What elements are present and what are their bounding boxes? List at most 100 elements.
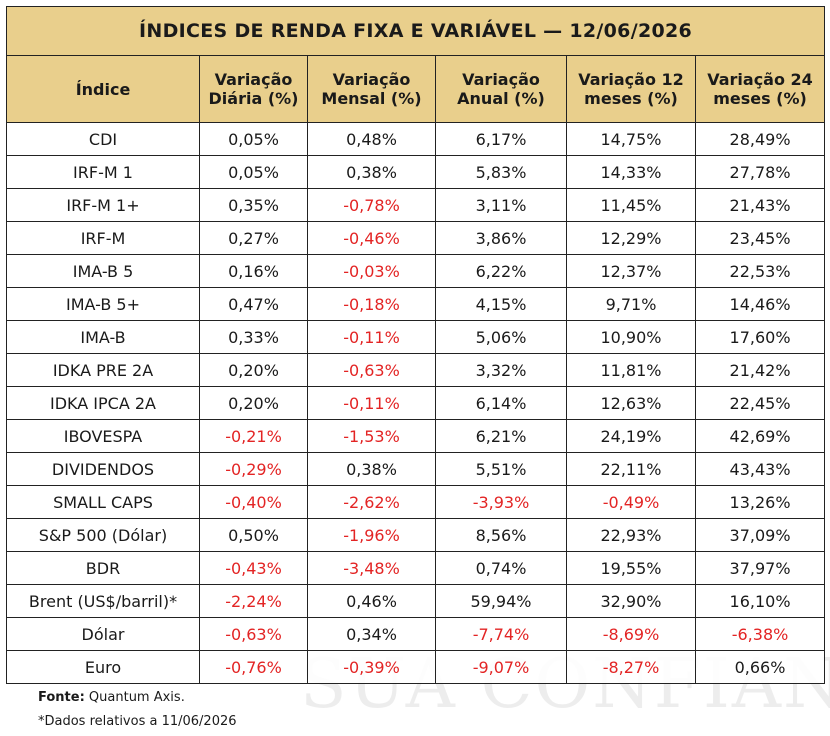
index-name-cell: DIVIDENDOS bbox=[6, 452, 200, 486]
value-cell: 28,49% bbox=[694, 122, 826, 156]
index-name-cell: Brent (US$/barril)* bbox=[6, 584, 200, 618]
column-header: Variação 24 meses (%) bbox=[694, 55, 826, 123]
value-cell: 13,26% bbox=[694, 485, 826, 519]
table-row: IMA-B 5 0,16% -0,03% 6,22% 12,37% 22,53% bbox=[6, 254, 826, 288]
table-row: IRF-M 0,27% -0,46% 3,86% 12,29% 23,45% bbox=[6, 221, 826, 255]
footnote: *Dados relativos a 11/06/2026 bbox=[38, 714, 237, 729]
value-cell: -0,29% bbox=[199, 452, 308, 486]
value-cell: 5,83% bbox=[435, 155, 567, 189]
value-cell: 3,32% bbox=[435, 353, 567, 387]
value-cell: -0,46% bbox=[307, 221, 436, 255]
value-cell: 0,27% bbox=[199, 221, 308, 255]
value-cell: 0,05% bbox=[199, 155, 308, 189]
indices-table: ÍNDICES DE RENDA FIXA E VARIÁVEL — 12/06… bbox=[5, 6, 826, 684]
value-cell: 22,11% bbox=[566, 452, 696, 486]
value-cell: -8,69% bbox=[566, 617, 696, 651]
table-row: IDKA PRE 2A 0,20% -0,63% 3,32% 11,81% 21,42% bbox=[6, 353, 826, 387]
value-cell: 17,60% bbox=[694, 320, 826, 354]
value-cell: 5,51% bbox=[435, 452, 567, 486]
column-header: Índice bbox=[6, 55, 200, 123]
value-cell: 0,20% bbox=[199, 353, 308, 387]
value-cell: 37,09% bbox=[694, 518, 826, 552]
source-value: Quantum Axis. bbox=[84, 690, 185, 705]
value-cell: -2,62% bbox=[307, 485, 436, 519]
value-cell: 3,11% bbox=[435, 188, 567, 222]
table-body: CDI 0,05% 0,48% 6,17% 14,75% 28,49% IRF-M 1 0,0… bbox=[6, 122, 826, 684]
value-cell: 32,90% bbox=[566, 584, 696, 618]
index-name-cell: IDKA IPCA 2A bbox=[6, 386, 200, 420]
value-cell: -0,21% bbox=[199, 419, 308, 453]
value-cell: -1,53% bbox=[307, 419, 436, 453]
value-cell: 6,17% bbox=[435, 122, 567, 156]
value-cell: 6,21% bbox=[435, 419, 567, 453]
table-row: S&P 500 (Dólar) 0,50% -1,96% 8,56% 22,93% 37,… bbox=[6, 518, 826, 552]
value-cell: 37,97% bbox=[694, 551, 826, 585]
value-cell: 21,42% bbox=[694, 353, 826, 387]
value-cell: -0,78% bbox=[307, 188, 436, 222]
value-cell: 0,33% bbox=[199, 320, 308, 354]
value-cell: 14,46% bbox=[694, 287, 826, 321]
value-cell: 0,74% bbox=[435, 551, 567, 585]
table-row: IMA-B 0,33% -0,11% 5,06% 10,90% 17,60% bbox=[6, 320, 826, 354]
index-name-cell: IRF-M 1 bbox=[6, 155, 200, 189]
value-cell: 0,38% bbox=[307, 155, 436, 189]
column-header: Variação Anual (%) bbox=[435, 55, 567, 123]
value-cell: -0,63% bbox=[199, 617, 308, 651]
value-cell: -0,18% bbox=[307, 287, 436, 321]
index-name-cell: IRF-M bbox=[6, 221, 200, 255]
value-cell: -0,39% bbox=[307, 650, 436, 684]
value-cell: 11,81% bbox=[566, 353, 696, 387]
value-cell: -0,76% bbox=[199, 650, 308, 684]
index-name-cell: IBOVESPA bbox=[6, 419, 200, 453]
value-cell: -0,11% bbox=[307, 386, 436, 420]
value-cell: -2,24% bbox=[199, 584, 308, 618]
table-row: Dólar -0,63% 0,34% -7,74% -8,69% -6,38% bbox=[6, 617, 826, 651]
value-cell: 0,50% bbox=[199, 518, 308, 552]
value-cell: 59,94% bbox=[435, 584, 567, 618]
value-cell: 0,38% bbox=[307, 452, 436, 486]
value-cell: 0,34% bbox=[307, 617, 436, 651]
index-name-cell: IMA-B 5+ bbox=[6, 287, 200, 321]
value-cell: 11,45% bbox=[566, 188, 696, 222]
value-cell: 12,37% bbox=[566, 254, 696, 288]
value-cell: 9,71% bbox=[566, 287, 696, 321]
value-cell: 0,16% bbox=[199, 254, 308, 288]
table-row: Brent (US$/barril)* -2,24% 0,46% 59,94% 32,9… bbox=[6, 584, 826, 618]
value-cell: 12,63% bbox=[566, 386, 696, 420]
index-name-cell: Dólar bbox=[6, 617, 200, 651]
table-row: SMALL CAPS -0,40% -2,62% -3,93% -0,49% 13,26% bbox=[6, 485, 826, 519]
value-cell: -0,63% bbox=[307, 353, 436, 387]
table-row: CDI 0,05% 0,48% 6,17% 14,75% 28,49% bbox=[6, 122, 826, 156]
value-cell: 43,43% bbox=[694, 452, 826, 486]
value-cell: 0,48% bbox=[307, 122, 436, 156]
value-cell: -1,96% bbox=[307, 518, 436, 552]
table-row: BDR -0,43% -3,48% 0,74% 19,55% 37,97% bbox=[6, 551, 826, 585]
value-cell: 0,66% bbox=[694, 650, 826, 684]
value-cell: 22,45% bbox=[694, 386, 826, 420]
value-cell: -3,48% bbox=[307, 551, 436, 585]
column-header: Variação 12 meses (%) bbox=[566, 55, 696, 123]
index-name-cell: SMALL CAPS bbox=[6, 485, 200, 519]
value-cell: 6,22% bbox=[435, 254, 567, 288]
index-name-cell: IMA-B 5 bbox=[6, 254, 200, 288]
value-cell: 27,78% bbox=[694, 155, 826, 189]
column-header-row: Índice Variação Diária (%) Variação Mensal… bbox=[6, 55, 826, 123]
value-cell: 10,90% bbox=[566, 320, 696, 354]
value-cell: 0,20% bbox=[199, 386, 308, 420]
index-name-cell: IMA-B bbox=[6, 320, 200, 354]
value-cell: -9,07% bbox=[435, 650, 567, 684]
value-cell: 0,46% bbox=[307, 584, 436, 618]
table-row: IRF-M 1+ 0,35% -0,78% 3,11% 11,45% 21,43% bbox=[6, 188, 826, 222]
table-row: DIVIDENDOS -0,29% 0,38% 5,51% 22,11% 43,43% bbox=[6, 452, 826, 486]
index-name-cell: CDI bbox=[6, 122, 200, 156]
table-row: IBOVESPA -0,21% -1,53% 6,21% 24,19% 42,69% bbox=[6, 419, 826, 453]
value-cell: 14,33% bbox=[566, 155, 696, 189]
value-cell: -0,11% bbox=[307, 320, 436, 354]
table-row: IMA-B 5+ 0,47% -0,18% 4,15% 9,71% 14,46% bbox=[6, 287, 826, 321]
value-cell: 12,29% bbox=[566, 221, 696, 255]
source-label: Fonte: bbox=[38, 690, 85, 705]
value-cell: -0,49% bbox=[566, 485, 696, 519]
table-row: IRF-M 1 0,05% 0,38% 5,83% 14,33% 27,78% bbox=[6, 155, 826, 189]
column-header: Variação Diária (%) bbox=[199, 55, 308, 123]
value-cell: 0,47% bbox=[199, 287, 308, 321]
